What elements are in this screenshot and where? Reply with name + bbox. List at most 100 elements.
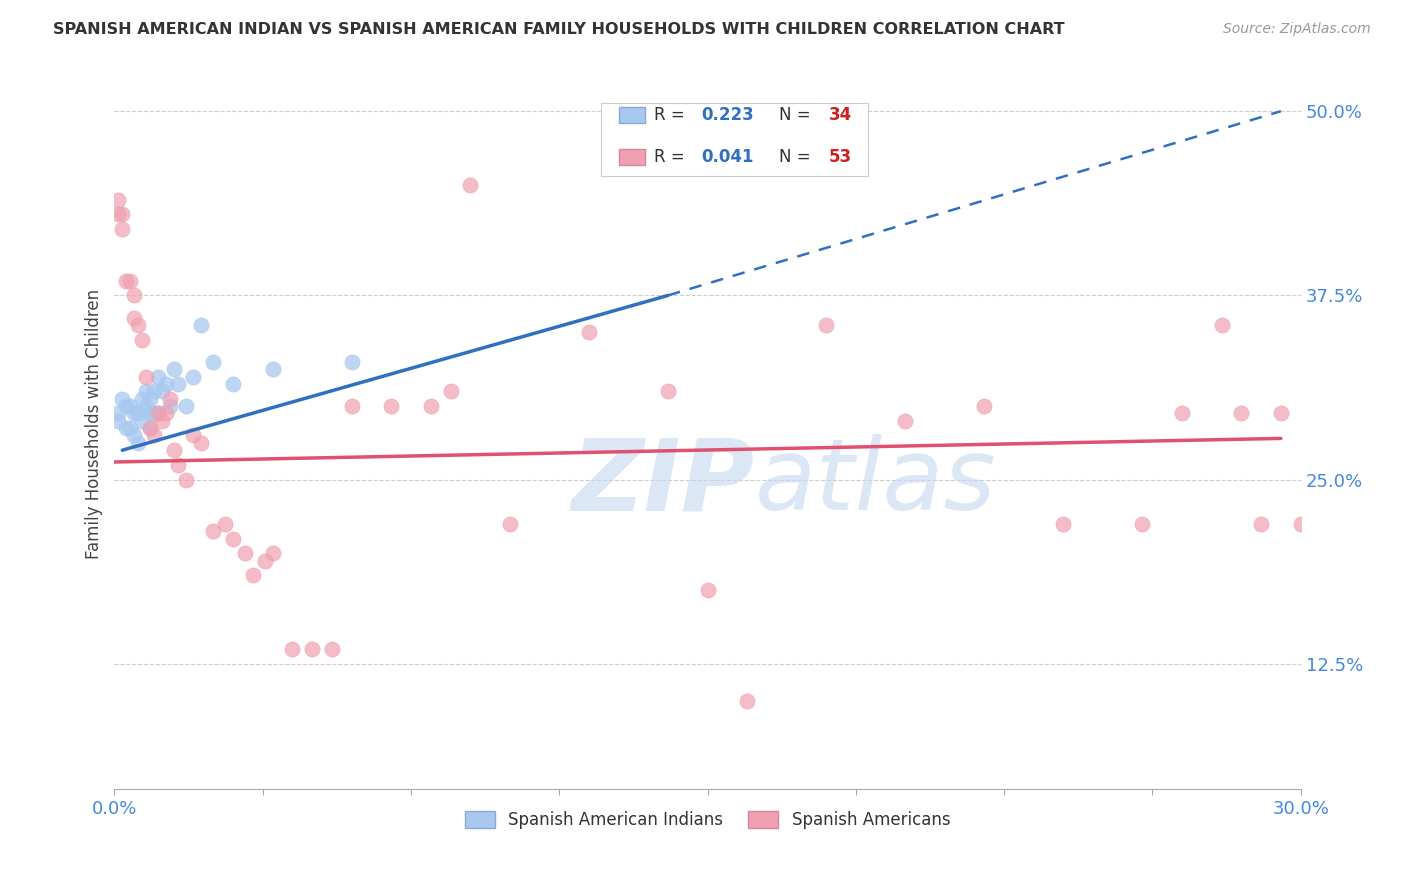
Point [735, 694, 758, 708]
Point [120, 274, 142, 288]
Point [253, 554, 276, 568]
Point [127, 318, 149, 332]
Point [120, 421, 142, 435]
Point [578, 326, 600, 340]
Point [439, 384, 461, 399]
Point [281, 642, 304, 657]
Point [321, 642, 343, 657]
Point [202, 524, 225, 539]
Point [159, 399, 181, 413]
Point [894, 414, 917, 428]
Point [190, 318, 212, 332]
Point [139, 392, 162, 406]
Text: R =: R = [654, 106, 690, 124]
Point [166, 376, 188, 391]
Text: 34: 34 [828, 106, 852, 124]
Text: atlas: atlas [755, 434, 997, 532]
Point [127, 406, 149, 420]
Point [458, 178, 481, 192]
Point [657, 384, 679, 399]
Point [973, 399, 995, 413]
Point [301, 642, 323, 657]
Point [163, 443, 186, 458]
Point [222, 376, 245, 391]
Point [142, 428, 165, 442]
Point [155, 376, 177, 391]
Point [214, 516, 236, 531]
Point [242, 568, 264, 582]
Legend: Spanish American Indians, Spanish Americans: Spanish American Indians, Spanish Americ… [458, 804, 957, 836]
Y-axis label: Family Households with Children: Family Households with Children [86, 289, 103, 559]
Point [262, 362, 284, 376]
Point [1289, 516, 1312, 531]
Point [131, 414, 153, 428]
Point [142, 406, 165, 420]
Point [111, 207, 134, 221]
Point [174, 473, 197, 487]
Point [107, 193, 129, 207]
Point [122, 406, 145, 420]
Point [174, 399, 197, 413]
FancyBboxPatch shape [619, 149, 645, 165]
Point [202, 355, 225, 369]
Point [131, 392, 153, 406]
Point [122, 310, 145, 325]
Point [146, 406, 169, 420]
Point [115, 399, 138, 413]
Point [183, 369, 205, 384]
Point [340, 399, 363, 413]
Point [262, 546, 284, 560]
Text: Source: ZipAtlas.com: Source: ZipAtlas.com [1223, 22, 1371, 37]
Point [499, 516, 522, 531]
Text: 0.223: 0.223 [702, 106, 755, 124]
Text: 53: 53 [828, 148, 852, 167]
Point [1270, 406, 1292, 420]
Point [139, 421, 162, 435]
Point [115, 274, 138, 288]
Point [233, 546, 256, 560]
Point [111, 392, 134, 406]
Point [122, 288, 145, 302]
Point [135, 399, 157, 413]
Point [139, 421, 162, 435]
Point [142, 384, 165, 399]
Point [696, 583, 718, 598]
Text: ZIP: ZIP [572, 434, 755, 532]
Point [166, 458, 188, 472]
Point [135, 384, 157, 399]
Point [111, 222, 134, 236]
Point [1171, 406, 1194, 420]
FancyBboxPatch shape [619, 107, 645, 123]
Point [159, 392, 181, 406]
Point [131, 333, 153, 347]
Point [150, 414, 173, 428]
Point [127, 435, 149, 450]
Text: N =: N = [779, 106, 815, 124]
Point [155, 406, 177, 420]
Point [163, 362, 186, 376]
Point [146, 369, 169, 384]
Point [120, 399, 142, 413]
Point [150, 384, 173, 399]
Point [1211, 318, 1233, 332]
Point [222, 532, 245, 546]
Point [115, 421, 138, 435]
Point [1230, 406, 1253, 420]
Point [190, 435, 212, 450]
Point [107, 406, 129, 420]
Point [183, 428, 205, 442]
Text: SPANISH AMERICAN INDIAN VS SPANISH AMERICAN FAMILY HOUSEHOLDS WITH CHILDREN CORR: SPANISH AMERICAN INDIAN VS SPANISH AMERI… [53, 22, 1066, 37]
Text: R =: R = [654, 148, 690, 167]
Point [340, 355, 363, 369]
Text: 0.041: 0.041 [702, 148, 754, 167]
Point [1250, 516, 1272, 531]
Text: N =: N = [779, 148, 815, 167]
Point [380, 399, 402, 413]
Point [122, 428, 145, 442]
Point [815, 318, 838, 332]
Point [135, 369, 157, 384]
Point [139, 406, 162, 420]
Point [1052, 516, 1074, 531]
Point [107, 414, 129, 428]
Point [1132, 516, 1154, 531]
